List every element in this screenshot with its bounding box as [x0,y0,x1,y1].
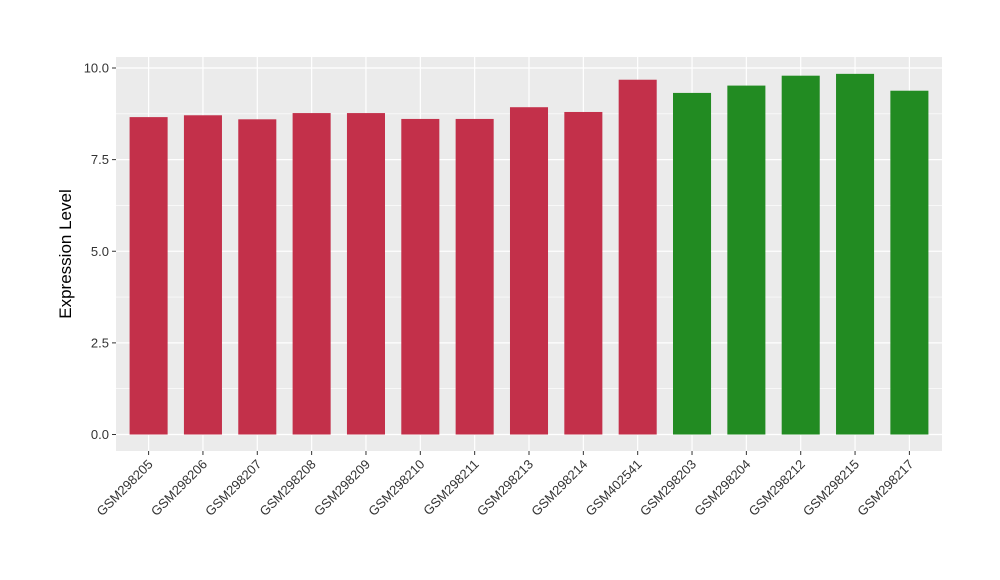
x-axis-ticks: GSM298205GSM298206GSM298207GSM298208GSM2… [94,451,917,519]
bar-GSM298215 [836,73,875,435]
bar-GSM298210 [401,118,440,435]
x-tick-label: GSM298207 [202,457,264,519]
x-tick-label: GSM298217 [854,457,916,519]
bar-GSM298214 [564,111,603,435]
bar-GSM298206 [183,115,222,435]
x-tick-label: GSM298203 [637,457,699,519]
x-tick-label: GSM298204 [691,457,753,519]
bar-GSM298207 [238,119,277,435]
x-tick-label: GSM298208 [257,457,319,519]
x-tick-label: GSM298214 [528,457,590,519]
bar-GSM298217 [890,90,929,435]
x-tick-label: GSM298210 [365,457,427,519]
bar-GSM298213 [509,107,549,435]
bar-GSM402541 [618,79,657,435]
bar-GSM298211 [455,118,494,435]
x-tick-label: GSM402541 [583,457,645,519]
y-tick-label: 2.5 [91,335,109,350]
x-tick-label: GSM298209 [311,457,373,519]
x-tick-label: GSM298206 [148,457,210,519]
bar-GSM298203 [673,92,712,435]
bar-GSM298208 [292,113,331,435]
bar-GSM298209 [346,113,385,435]
y-tick-label: 0.0 [91,427,109,442]
x-tick-label: GSM298212 [746,457,808,519]
bar-GSM298205 [129,117,168,435]
y-tick-label: 10.0 [84,60,109,75]
x-tick-label: GSM298215 [800,457,862,519]
y-axis-title: Expression Level [56,189,75,318]
y-tick-label: 7.5 [91,152,109,167]
bars [129,73,929,435]
x-tick-label: GSM298205 [94,457,156,519]
y-axis-ticks: 0.0 2.5 5.0 7.5 10.0 [84,60,116,442]
bar-GSM298204 [727,85,766,435]
x-tick-label: GSM298211 [420,457,482,519]
y-tick-label: 5.0 [91,244,109,259]
bar-GSM298212 [781,75,820,435]
x-tick-label: GSM298213 [474,457,536,519]
